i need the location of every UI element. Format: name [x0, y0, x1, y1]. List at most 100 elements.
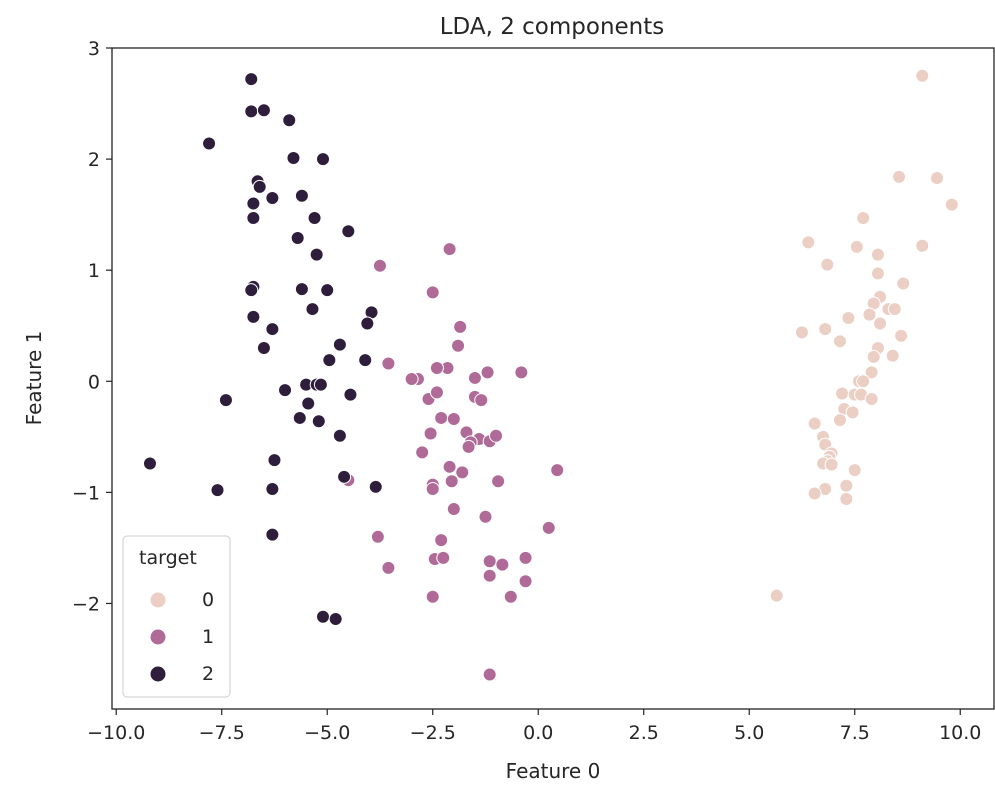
points-layer — [142, 68, 959, 682]
point-target-2 — [210, 483, 225, 498]
point-target-1 — [455, 465, 470, 480]
point-target-2 — [332, 428, 347, 443]
point-target-2 — [316, 609, 331, 624]
legend: target 0 1 2 — [122, 535, 231, 698]
y-tick-label: 3 — [88, 38, 100, 60]
y-tick-label: −2 — [72, 593, 100, 615]
point-target-1 — [503, 589, 518, 604]
point-target-1 — [461, 439, 476, 454]
point-target-2 — [267, 453, 282, 468]
point-target-0 — [841, 310, 856, 325]
y-tick-label: −1 — [72, 482, 100, 504]
point-target-1 — [446, 412, 461, 427]
legend-marker-1 — [149, 628, 167, 646]
point-target-2 — [332, 337, 347, 352]
point-target-0 — [887, 302, 902, 317]
legend-entries: 0 1 2 — [149, 589, 214, 685]
point-target-2 — [202, 136, 217, 151]
point-target-1 — [495, 557, 510, 572]
x-tick-label: −7.5 — [199, 722, 245, 744]
point-target-1 — [489, 428, 504, 443]
point-target-2 — [265, 527, 280, 542]
point-target-0 — [818, 322, 833, 337]
legend-label-0: 0 — [202, 589, 214, 611]
point-target-0 — [870, 247, 885, 262]
legend-label-2: 2 — [202, 663, 214, 685]
point-target-0 — [832, 334, 847, 349]
point-target-1 — [480, 365, 495, 380]
point-target-2 — [265, 322, 280, 337]
point-target-2 — [265, 482, 280, 497]
point-target-2 — [311, 414, 326, 429]
point-target-2 — [292, 410, 307, 425]
point-target-1 — [415, 445, 430, 460]
point-target-2 — [360, 316, 375, 331]
point-target-0 — [862, 307, 877, 322]
point-target-1 — [442, 459, 457, 474]
point-target-0 — [896, 276, 911, 291]
point-target-1 — [451, 338, 466, 353]
x-tick-label: −5.0 — [304, 722, 350, 744]
point-target-1 — [446, 502, 461, 517]
point-target-1 — [453, 319, 468, 334]
x-tick-label: 2.5 — [629, 722, 659, 744]
x-tick-label: 7.5 — [840, 722, 870, 744]
point-target-1 — [429, 385, 444, 400]
point-target-0 — [885, 348, 900, 363]
point-target-0 — [801, 235, 816, 250]
point-target-0 — [856, 374, 871, 389]
point-target-1 — [381, 560, 396, 575]
point-target-2 — [320, 283, 335, 298]
point-target-0 — [835, 386, 850, 401]
point-target-2 — [244, 72, 259, 87]
point-target-2 — [246, 309, 261, 324]
legend-box — [122, 535, 231, 698]
y-axis-label: Feature 1 — [22, 331, 46, 426]
point-target-2 — [294, 282, 309, 297]
point-target-1 — [518, 550, 533, 565]
point-target-1 — [434, 533, 449, 548]
point-target-0 — [930, 170, 945, 185]
point-target-2 — [142, 456, 157, 471]
y-axis: −2 −1 0 1 2 3 — [72, 38, 112, 615]
y-tick-label: 1 — [88, 260, 100, 282]
point-target-1 — [425, 589, 440, 604]
point-target-0 — [864, 365, 879, 380]
legend-title: target — [139, 547, 197, 569]
legend-label-1: 1 — [202, 626, 214, 648]
point-target-0 — [873, 316, 888, 331]
point-target-1 — [423, 426, 438, 441]
point-target-1 — [442, 242, 457, 257]
plot-frame — [111, 47, 995, 710]
point-target-2 — [244, 104, 259, 119]
point-target-1 — [425, 285, 440, 300]
point-target-2 — [305, 302, 320, 317]
x-tick-label: 0.0 — [523, 722, 553, 744]
point-target-0 — [944, 197, 959, 212]
point-target-1 — [478, 509, 493, 524]
point-target-1 — [425, 482, 440, 497]
y-tick-label: 0 — [88, 371, 100, 393]
point-target-0 — [794, 325, 809, 340]
point-target-0 — [820, 257, 835, 272]
point-target-1 — [434, 410, 449, 425]
point-target-0 — [839, 492, 854, 507]
point-target-0 — [894, 328, 909, 343]
point-target-0 — [849, 239, 864, 254]
point-target-2 — [265, 190, 280, 205]
point-target-2 — [343, 387, 358, 402]
point-target-2 — [290, 230, 305, 245]
point-target-2 — [341, 224, 356, 239]
point-target-0 — [915, 68, 930, 83]
point-target-1 — [491, 474, 506, 489]
point-target-2 — [246, 196, 261, 211]
point-target-1 — [467, 370, 482, 385]
point-target-2 — [294, 188, 309, 203]
point-target-2 — [256, 340, 271, 355]
point-target-0 — [839, 478, 854, 493]
point-target-0 — [824, 457, 839, 472]
point-target-0 — [832, 413, 847, 428]
point-target-0 — [915, 238, 930, 253]
legend-marker-0 — [149, 591, 167, 609]
